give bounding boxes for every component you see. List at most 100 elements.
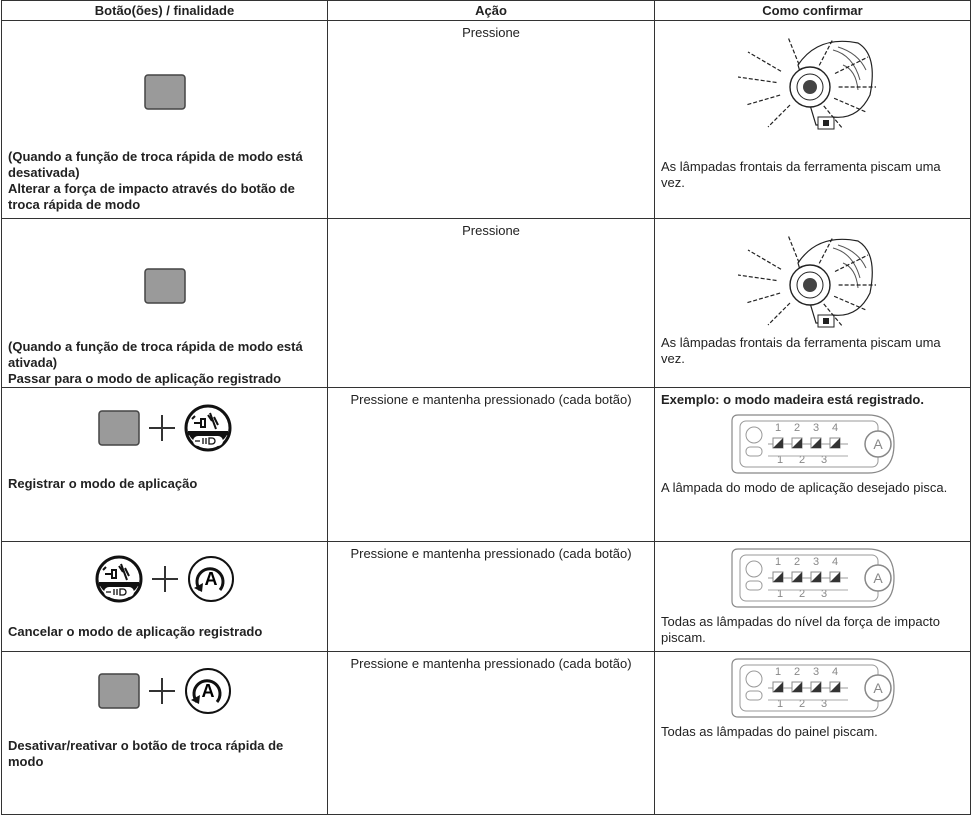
purpose-cell: A Desativar/reativar o botão de troca ráp… (1, 651, 328, 815)
purpose-line: (Quando a função de troca rápida de modo… (8, 149, 303, 180)
action-text: Pressione e mantenha pressionado (cada b… (350, 546, 632, 561)
button-icons (8, 53, 321, 131)
panel-number: 2 (798, 454, 804, 466)
illustration (661, 223, 964, 335)
panel-illustration: A 1 2 3 4 1 2 3 (730, 414, 895, 474)
purpose-cell: (Quando a função de troca rápida de modo… (1, 20, 328, 219)
panel-number: 2 (798, 588, 804, 600)
table-body: (Quando a função de troca rápida de modo… (1, 20, 971, 815)
panel-illustration: A 1 2 3 4 1 2 3 (730, 658, 895, 718)
light-button-icon (184, 404, 231, 452)
purpose-cell: A Cancelar o modo de aplicação registrado (1, 541, 328, 652)
illustration (661, 25, 964, 159)
light-button-icon (95, 555, 142, 603)
panel-number: 3 (812, 556, 818, 568)
button-icon (97, 410, 140, 446)
panel-number: 3 (812, 422, 818, 434)
header-cell: Botão(ões) / finalidade (1, 0, 328, 21)
button-icons (8, 251, 321, 321)
action-text: Pressione (462, 25, 520, 40)
panel-number: 1 (776, 698, 782, 710)
icon-label: A (204, 569, 217, 589)
panel-number: 4 (831, 556, 837, 568)
confirm-text: As lâmpadas frontais da ferramenta pisca… (661, 159, 941, 190)
illustration: A 1 2 3 4 1 2 3 (661, 653, 964, 725)
panel-illustration: A 1 2 3 4 1 2 3 (730, 548, 895, 608)
purpose-text: (Quando a função de troca rápida de modo… (8, 339, 321, 387)
panel-number: 2 (793, 422, 799, 434)
panel-number: 1 (774, 666, 780, 678)
drill-illustration (737, 36, 876, 130)
button-icon (143, 268, 186, 304)
action-text: Pressione e mantenha pressionado (cada b… (350, 392, 632, 407)
action-cell: Pressione e mantenha pressionado (cada b… (327, 541, 655, 652)
confirm-note: Exemplo: o modo madeira está registrado. (661, 392, 924, 407)
icon-label: A (201, 681, 214, 701)
icon-label: A (873, 570, 883, 586)
icon-label: A (873, 680, 883, 696)
panel-number: 2 (793, 556, 799, 568)
plus-sign (151, 566, 178, 592)
header-cell: Ação (327, 0, 655, 21)
table-row: (Quando a função de troca rápida de modo… (1, 20, 971, 219)
button-icon (97, 673, 140, 709)
table-row: A Cancelar o modo de aplicação registrado… (1, 541, 971, 652)
purpose-line: Alterar a força de impacto através do bo… (8, 181, 295, 212)
panel-number: 2 (793, 666, 799, 678)
purpose-text: Registrar o modo de aplicação (8, 476, 321, 492)
purpose-line: Desativar/reativar o botão de troca rápi… (8, 738, 284, 769)
table-row: A Desativar/reativar o botão de troca ráp… (1, 651, 971, 815)
panel-number: 1 (776, 588, 782, 600)
confirm-text: Todas as lâmpadas do nível da força de i… (661, 614, 940, 645)
purpose-text: Cancelar o modo de aplicação registrado (8, 624, 321, 640)
confirm-text: A lâmpada do modo de aplicação desejado … (661, 480, 948, 495)
confirm-cell: Exemplo: o modo madeira está registrado.… (654, 387, 971, 542)
panel-number: 3 (820, 454, 826, 466)
panel-number: 3 (820, 698, 826, 710)
button-icon (143, 74, 186, 110)
panel-number: 4 (831, 666, 837, 678)
panel-number: 3 (812, 666, 818, 678)
icon-label: A (873, 436, 883, 452)
panel-number: 2 (798, 698, 804, 710)
purpose-line: Cancelar o modo de aplicação registrado (8, 624, 263, 639)
button-icons: A (8, 656, 321, 726)
purpose-line: Passar para o modo de aplicação registra… (8, 371, 282, 386)
action-cell: Pressione (327, 20, 655, 219)
purpose-line: Registrar o modo de aplicação (8, 476, 198, 491)
table-row: Registrar o modo de aplicação Pressione e… (1, 387, 971, 542)
button-icons: A (8, 546, 321, 612)
purpose-line: (Quando a função de troca rápida de modo… (8, 339, 303, 370)
header-row: Botão(ões) / finalidade Ação Como confir… (1, 0, 971, 21)
action-text: Pressione (462, 223, 520, 238)
illustration: A 1 2 3 4 1 2 3 (661, 408, 964, 480)
plus-sign (148, 415, 175, 441)
panel-number: 4 (831, 422, 837, 434)
drill-illustration (737, 234, 876, 328)
auto-mode-icon: A (187, 556, 234, 602)
confirm-cell: A 1 2 3 4 1 2 3 Todas as lâmpadas do painel… (654, 651, 971, 815)
purpose-cell: (Quando a função de troca rápida de modo… (1, 218, 328, 388)
purpose-text: (Quando a função de troca rápida de modo… (8, 149, 321, 213)
plus-sign (148, 678, 175, 704)
action-text: Pressione e mantenha pressionado (cada b… (350, 656, 632, 671)
action-cell: Pressione e mantenha pressionado (cada b… (327, 387, 655, 542)
confirm-cell: As lâmpadas frontais da ferramenta pisca… (654, 218, 971, 388)
panel-number: 1 (776, 454, 782, 466)
panel-number: 3 (820, 588, 826, 600)
action-cell: Pressione e mantenha pressionado (cada b… (327, 651, 655, 815)
header-cell: Como confirmar (654, 0, 971, 21)
panel-number: 1 (774, 556, 780, 568)
illustration: A 1 2 3 4 1 2 3 (661, 543, 964, 615)
confirm-cell: A 1 2 3 4 1 2 3 Todas as lâmpadas do nível … (654, 541, 971, 652)
purpose-cell: Registrar o modo de aplicação (1, 387, 328, 542)
button-icons (8, 392, 321, 464)
confirm-text: Todas as lâmpadas do painel piscam. (661, 724, 878, 739)
confirm-cell: As lâmpadas frontais da ferramenta pisca… (654, 20, 971, 219)
action-cell: Pressione (327, 218, 655, 388)
auto-mode-icon: A (184, 668, 231, 714)
table-row: (Quando a função de troca rápida de modo… (1, 218, 971, 388)
confirm-text: As lâmpadas frontais da ferramenta pisca… (661, 335, 941, 366)
